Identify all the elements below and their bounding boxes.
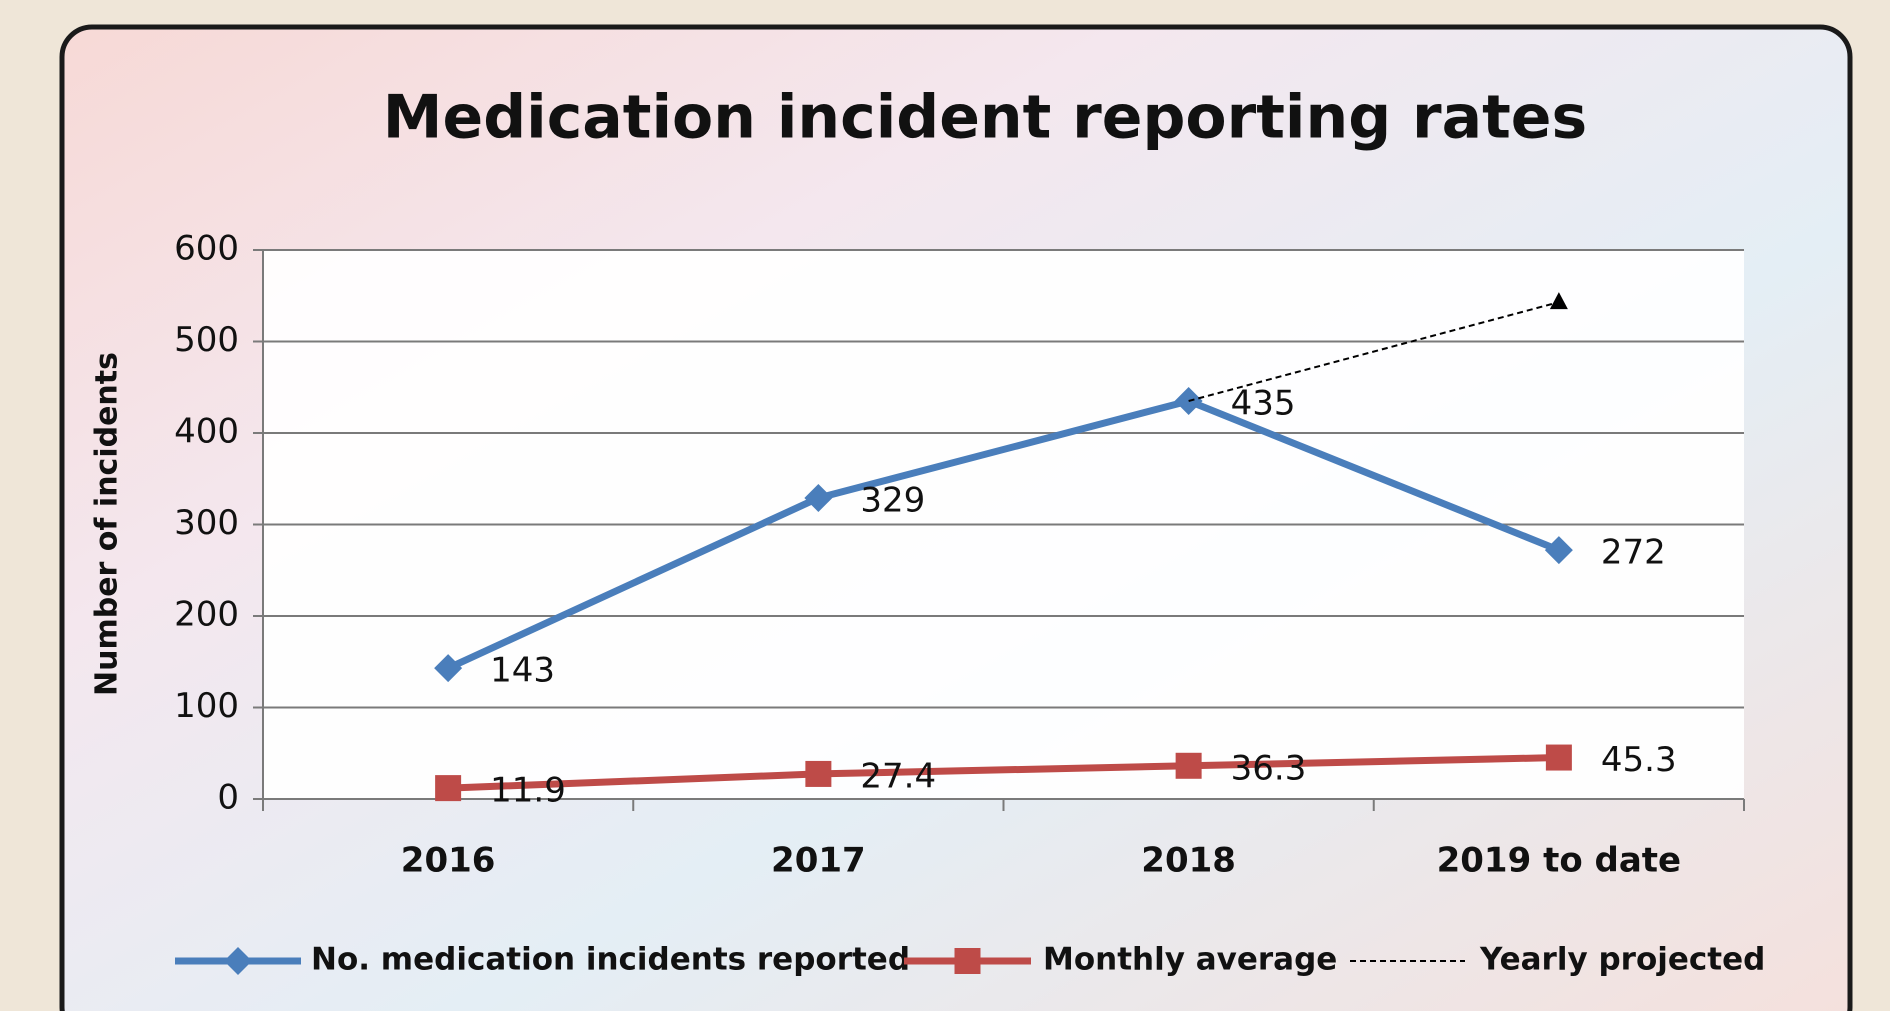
x-tick-label: 2018 <box>1141 841 1236 881</box>
y-tick-label: 400 <box>174 412 239 452</box>
data-label: 36.3 <box>1231 748 1307 788</box>
data-point <box>1546 745 1572 771</box>
legend-label: No. medication incidents reported <box>311 942 910 978</box>
data-label: 435 <box>1231 383 1296 423</box>
legend-label: Monthly average <box>1043 942 1337 978</box>
data-label: 329 <box>860 480 925 520</box>
y-tick-label: 300 <box>174 503 239 543</box>
x-tick-label: 2019 to date <box>1437 841 1682 881</box>
legend-label: Yearly projected <box>1479 942 1765 978</box>
data-label: 11.9 <box>490 771 566 811</box>
page: {"chart_data": { "type": "line", "title"… <box>0 0 1890 1011</box>
y-axis-label: Number of incidents <box>90 352 125 696</box>
y-tick-label: 600 <box>174 229 239 269</box>
x-tick-label: 2017 <box>771 841 866 881</box>
x-tick-label: 2016 <box>401 841 496 881</box>
data-label: 272 <box>1601 533 1666 573</box>
chart-title: Medication incident reporting rates <box>383 83 1587 153</box>
data-label: 45.3 <box>1601 740 1677 780</box>
data-label: 27.4 <box>860 756 936 796</box>
data-point <box>805 761 831 787</box>
legend-marker <box>955 948 981 974</box>
y-tick-label: 200 <box>174 595 239 635</box>
chart: Medication incident reporting rates Numb… <box>0 0 1890 1011</box>
data-point <box>1176 753 1202 779</box>
y-tick-label: 100 <box>174 686 239 726</box>
data-point <box>435 775 461 801</box>
data-label: 143 <box>490 651 555 691</box>
y-tick-label: 500 <box>174 320 239 360</box>
y-tick-label: 0 <box>217 778 239 818</box>
